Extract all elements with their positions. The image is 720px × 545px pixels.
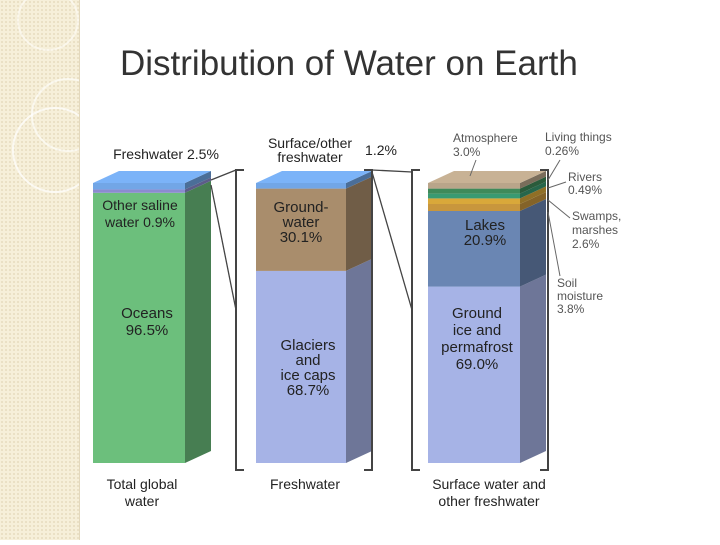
- label-groundwater: Ground-water 30.1%: [273, 199, 328, 246]
- leader-swamps: [547, 199, 571, 219]
- label-lakes: Lakes 20.9%: [464, 217, 507, 249]
- bar-segment-2-3: [428, 198, 520, 204]
- bracket-surface-left: [411, 169, 420, 471]
- bar-segment-2-0: [428, 286, 520, 463]
- bar-segment-2-1: [428, 211, 520, 287]
- label-freshwater-share: Freshwater 2.5%: [113, 146, 219, 162]
- bar-segment-1-1: [256, 188, 346, 271]
- bar-segment-2-4: [428, 193, 520, 199]
- bar-top-1: [256, 171, 372, 183]
- bar-side-0-2: [185, 171, 211, 190]
- bar-side-0-0: [185, 180, 211, 464]
- bar-top-0: [93, 171, 211, 183]
- bar-segment-0-1: [93, 189, 185, 193]
- label-glaciers: Glaciers and ice caps 68.7%: [280, 337, 335, 399]
- label-soil-moisture: Soil moisture 3.8%: [557, 276, 603, 316]
- leader-rivers: [547, 181, 567, 189]
- bar-side-2-0: [520, 274, 546, 463]
- bracket-freshwater-right: [364, 169, 373, 471]
- bar-segment-1-0: [256, 270, 346, 463]
- label-swamps: Swamps, marshes 2.6%: [572, 209, 621, 251]
- category-label-total: Total global water: [107, 476, 178, 509]
- bar-side-0-1: [185, 177, 211, 193]
- bracket-freshwater-left: [235, 169, 244, 471]
- bracket-surface-right: [540, 169, 549, 471]
- bar-side-2-5: [520, 176, 546, 194]
- bar-segment-2-6: [428, 183, 520, 189]
- bar-side-1-2: [346, 171, 372, 189]
- bar-segment-0-0: [93, 192, 185, 464]
- label-other-saline: Other saline water 0.9%: [102, 197, 178, 230]
- connector-line-1b: [210, 169, 237, 181]
- category-label-surface: Surface water and other freshwater: [432, 476, 546, 509]
- bar-side-1-0: [346, 258, 372, 463]
- leader-soil: [547, 211, 561, 277]
- bar-side-2-6: [520, 171, 546, 189]
- bar-side-2-1: [520, 199, 546, 287]
- connector-line-2b: [371, 169, 413, 173]
- label-rivers: Rivers 0.49%: [568, 170, 602, 197]
- category-label-freshwater: Freshwater: [270, 476, 340, 492]
- bar-side-2-4: [520, 181, 546, 199]
- bar-side-1-1: [346, 176, 372, 271]
- leader-living-things: [547, 159, 561, 181]
- bar-segment-2-5: [428, 188, 520, 194]
- bar-side-2-3: [520, 186, 546, 204]
- bar-segment-0-2: [93, 183, 185, 190]
- label-surface-other: Surface/other freshwater: [268, 135, 352, 165]
- label-ground-ice: Ground ice and permafrost 69.0%: [441, 305, 514, 373]
- slide-title: Distribution of Water on Earth: [120, 44, 578, 83]
- decorative-side-strip: [0, 0, 105, 540]
- label-oceans: Oceans 96.5%: [121, 305, 173, 339]
- bar-segment-1-2: [256, 183, 346, 189]
- connector-line-1a: [210, 184, 237, 311]
- leader-atmosphere: [469, 159, 477, 177]
- bar-top-2: [428, 171, 546, 183]
- label-atmosphere: Atmosphere 3.0%: [453, 131, 518, 159]
- bar-segment-2-2: [428, 204, 520, 211]
- connector-line-2a: [371, 171, 413, 311]
- bar-side-2-2: [520, 192, 546, 211]
- label-living-things: Living things 0.26%: [545, 130, 612, 158]
- label-surface-other-value: 1.2%: [365, 142, 397, 158]
